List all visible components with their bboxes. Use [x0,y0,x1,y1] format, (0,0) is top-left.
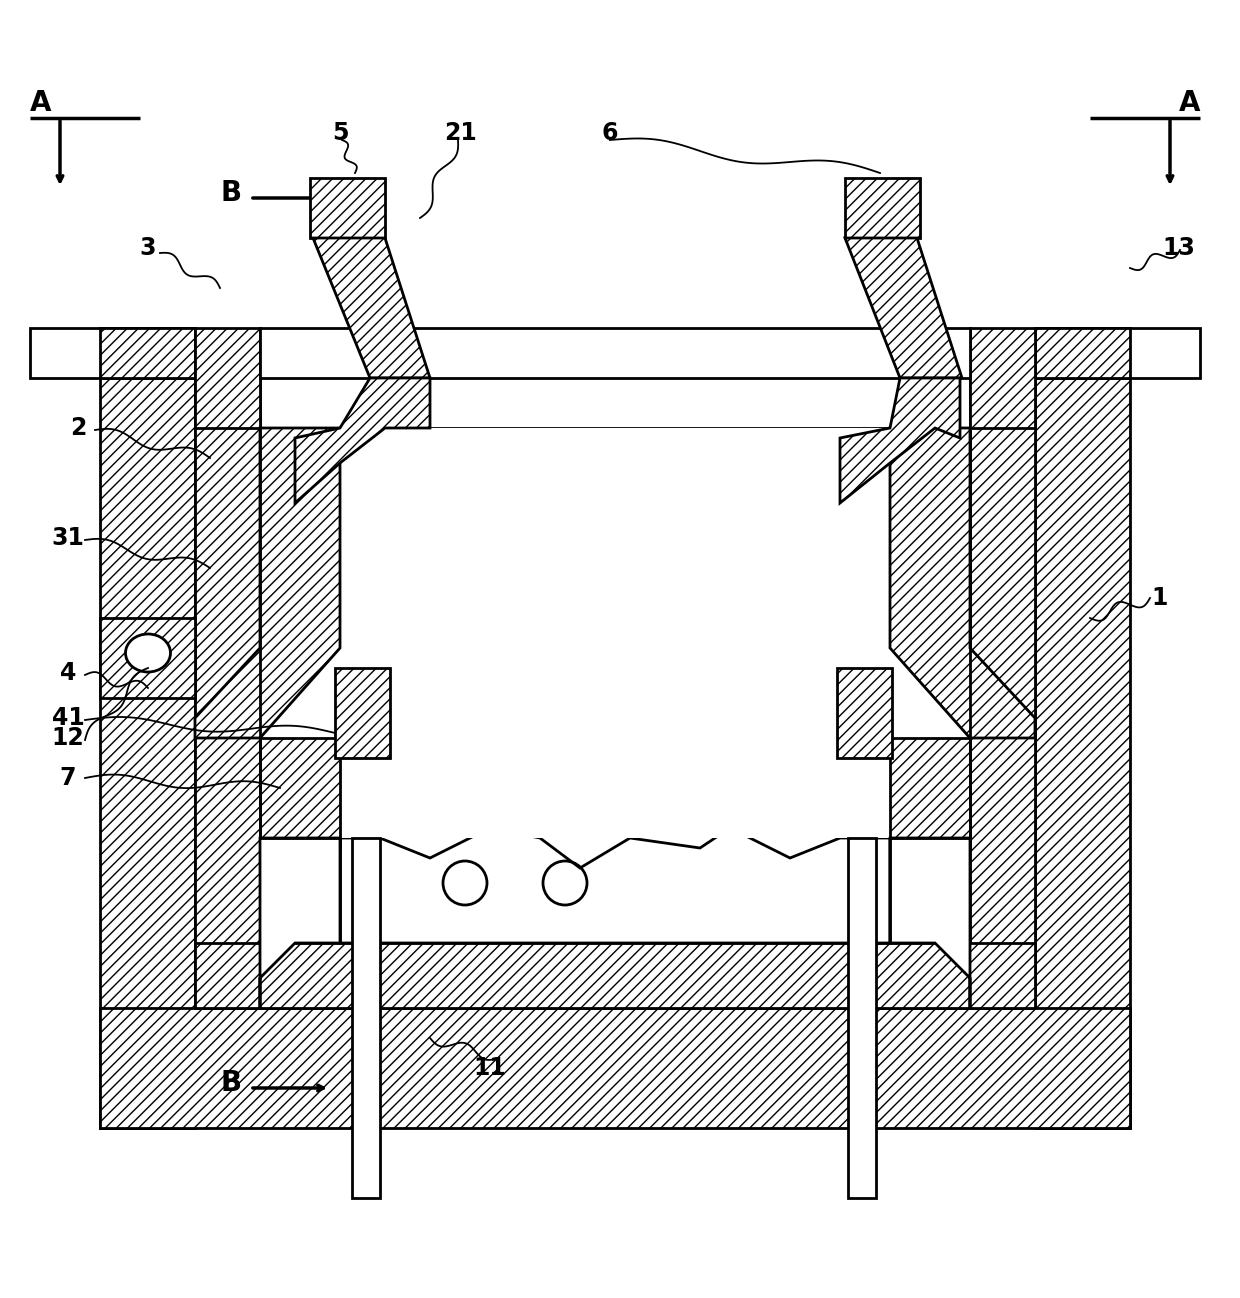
Bar [195,944,1035,1009]
Text: 11: 11 [474,1057,506,1080]
Text: 21: 21 [444,121,476,145]
Bar [1035,328,1130,378]
Bar [260,373,970,428]
Text: 31: 31 [52,526,84,550]
Text: 41: 41 [52,706,84,729]
Text: B: B [221,1070,242,1097]
Text: 3: 3 [140,236,156,260]
Bar [844,178,920,238]
Bar [260,328,970,378]
Text: 7: 7 [60,766,76,790]
Text: A: A [30,90,52,117]
Polygon shape [844,238,962,378]
Bar [848,839,875,1198]
Text: 1: 1 [1152,585,1168,610]
Polygon shape [260,839,340,1009]
Bar [100,328,195,378]
Polygon shape [312,238,430,378]
Text: 4: 4 [60,661,76,685]
Bar [970,328,1035,428]
Text: A: A [1178,90,1200,117]
Text: 2: 2 [69,415,87,440]
Bar [195,328,260,428]
Bar [970,369,1035,1009]
Bar [100,618,195,698]
Bar [340,428,890,839]
Bar [1035,328,1130,1128]
Text: 12: 12 [52,726,84,750]
Bar [310,178,384,238]
Bar [100,1009,1130,1128]
Bar [352,839,379,1198]
Ellipse shape [125,633,171,672]
Bar [260,373,970,944]
Polygon shape [260,739,340,848]
Bar [30,328,195,378]
Polygon shape [839,378,960,504]
Bar [837,668,892,758]
Text: 5: 5 [332,121,348,145]
Bar [335,668,391,758]
Polygon shape [890,839,970,1009]
Text: B: B [221,179,242,206]
Polygon shape [195,428,340,739]
Polygon shape [340,828,890,944]
Bar [100,328,195,1128]
Polygon shape [890,428,1035,739]
Polygon shape [890,739,970,848]
Text: 13: 13 [1162,236,1195,260]
Text: 6: 6 [601,121,619,145]
Bar [890,428,970,839]
Bar [195,369,260,1009]
Bar [1035,328,1200,378]
Bar [260,428,340,839]
Polygon shape [295,378,430,504]
